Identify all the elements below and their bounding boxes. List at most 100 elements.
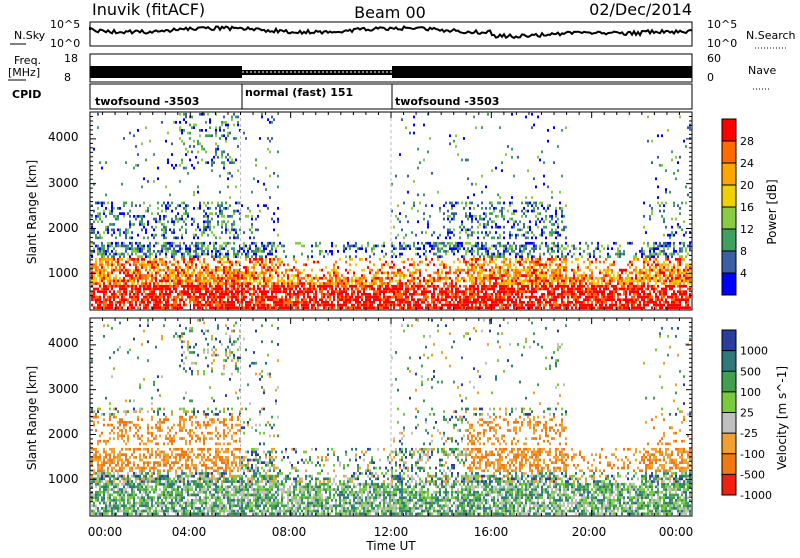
data-cell [181, 298, 183, 301]
data-cell [425, 255, 427, 258]
data-cell [193, 301, 195, 304]
data-cell [199, 261, 201, 264]
data-cell [151, 293, 153, 296]
data-cell [489, 304, 491, 307]
data-cell [485, 223, 487, 226]
data-cell [467, 159, 469, 162]
data-cell [163, 285, 165, 288]
data-cell [483, 218, 485, 221]
data-cell [139, 223, 141, 226]
data-cell [443, 277, 445, 280]
data-cell [291, 306, 293, 309]
data-cell [93, 293, 95, 296]
data-cell [123, 293, 125, 296]
data-cell [413, 263, 415, 266]
data-cell [109, 223, 111, 226]
data-cell [171, 304, 173, 307]
data-cell [437, 301, 439, 304]
data-cell [313, 304, 315, 307]
data-cell [463, 290, 465, 293]
data-cell [523, 234, 525, 237]
data-cell [607, 269, 609, 272]
data-cell [521, 258, 523, 261]
data-cell [193, 255, 195, 258]
data-cell [393, 272, 395, 275]
data-cell [207, 250, 209, 253]
data-cell [461, 298, 463, 301]
data-cell [467, 234, 469, 237]
data-cell [621, 277, 623, 280]
data-cell [209, 220, 211, 223]
data-cell [237, 116, 239, 119]
data-cell [421, 231, 423, 234]
data-cell [207, 245, 209, 248]
data-cell [255, 229, 257, 232]
data-cell [183, 288, 185, 291]
data-cell [227, 242, 229, 245]
data-cell [567, 245, 569, 248]
data-cell [297, 306, 299, 309]
data-cell [191, 126, 193, 129]
data-cell [191, 285, 193, 288]
data-cell [193, 124, 195, 127]
data-cell [619, 282, 621, 285]
data-cell [231, 301, 233, 304]
data-cell [487, 277, 489, 280]
data-cell [529, 202, 531, 205]
data-cell [417, 306, 419, 309]
data-cell [459, 237, 461, 240]
data-cell [257, 261, 259, 264]
data-cell [531, 247, 533, 250]
data-cell [601, 277, 603, 280]
data-cell [345, 296, 347, 299]
data-cell [467, 196, 469, 199]
data-cell [245, 285, 247, 288]
data-cell [193, 145, 195, 148]
data-cell [551, 255, 553, 258]
data-cell [311, 298, 313, 301]
data-cell [295, 296, 297, 299]
data-cell [519, 280, 521, 283]
data-cell [439, 207, 441, 210]
data-cell [255, 255, 257, 258]
data-cell [495, 266, 497, 269]
data-cell [599, 298, 601, 301]
data-cell [147, 250, 149, 253]
data-cell [151, 298, 153, 301]
data-cell [133, 272, 135, 275]
data-cell [543, 282, 545, 285]
data-cell [159, 301, 161, 304]
data-cell [463, 280, 465, 283]
data-cell [617, 282, 619, 285]
data-cell [497, 296, 499, 299]
data-cell [93, 274, 95, 277]
data-cell [127, 274, 129, 277]
data-cell [471, 301, 473, 304]
data-cell [465, 298, 467, 301]
data-cell [155, 266, 157, 269]
data-cell [439, 290, 441, 293]
data-cell [503, 250, 505, 253]
data-cell [251, 250, 253, 253]
data-cell [449, 277, 451, 280]
data-cell [469, 250, 471, 253]
data-cell [457, 296, 459, 299]
data-cell [347, 277, 349, 280]
data-cell [369, 293, 371, 296]
data-cell [179, 218, 181, 221]
data-cell [281, 272, 283, 275]
data-cell [533, 210, 535, 213]
data-cell [619, 293, 621, 296]
data-cell [339, 288, 341, 291]
data-cell [485, 298, 487, 301]
data-cell [321, 285, 323, 288]
data-cell [541, 301, 543, 304]
data-cell [483, 237, 485, 240]
data-cell [427, 263, 429, 266]
data-cell [223, 121, 225, 124]
data-cell [233, 229, 235, 232]
data-cell [435, 285, 437, 288]
data-cell [183, 269, 185, 272]
data-cell [437, 255, 439, 258]
data-cell [547, 269, 549, 272]
